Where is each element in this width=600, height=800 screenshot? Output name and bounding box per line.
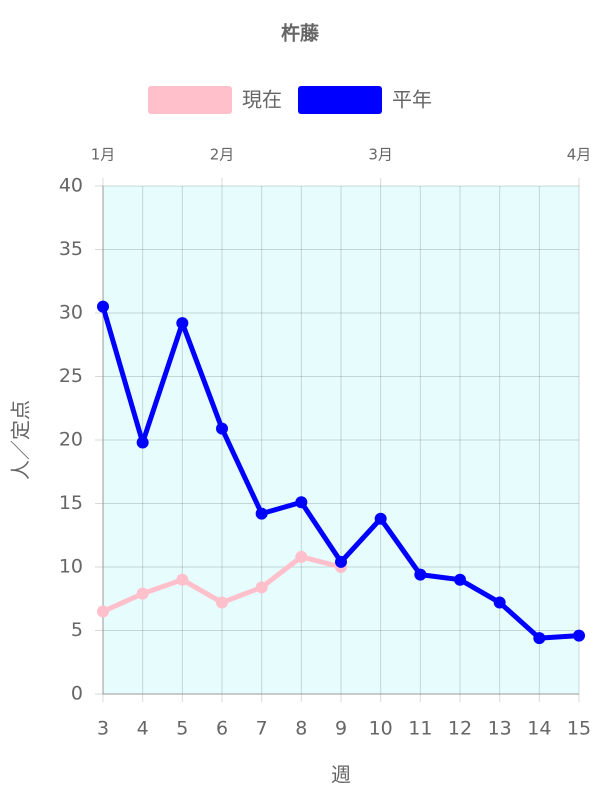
data-point [216,422,228,435]
x-tick-label: 6 [216,718,228,740]
x-tick-label: 9 [335,718,347,740]
x-tick-label: 3 [97,718,109,740]
data-point [97,605,109,618]
data-point [136,587,149,600]
data-point [295,496,308,509]
y-tick-label: 20 [59,429,83,451]
legend-swatch [298,86,382,114]
data-point [414,568,427,581]
x2-tick-label: 2月 [210,146,235,164]
x-tick-label: 5 [176,718,188,740]
x-tick-label: 11 [408,718,432,740]
y-axis-label: 人／定点 [9,400,33,480]
data-point [573,629,585,642]
data-point [255,581,268,594]
x-tick-label: 8 [295,718,307,740]
x-tick-label: 14 [527,718,551,740]
y-tick-label: 0 [71,683,83,705]
y-tick-label: 40 [59,175,83,197]
data-point [97,300,109,313]
chart-title: 杵藤 [281,22,320,45]
x2-tick-label: 3月 [368,146,393,164]
legend-label: 現在 [242,88,282,112]
legend-label: 平年 [392,88,432,112]
x-tick-label: 10 [369,718,393,740]
data-point [493,596,506,609]
data-point [176,317,189,330]
data-point [216,596,228,609]
plot-background [103,186,579,694]
data-point [454,573,466,586]
y-tick-label: 30 [59,302,83,324]
data-point [136,436,149,449]
data-point [255,507,268,520]
x-tick-label: 15 [567,718,591,740]
x2-tick-label: 1月 [91,146,116,164]
data-point [533,632,546,645]
y-tick-label: 5 [71,619,83,641]
x-axis-label: 週 [331,763,351,787]
data-point [295,550,308,563]
x-tick-label: 13 [488,718,512,740]
y-tick-label: 15 [59,492,83,514]
x-tick-label: 7 [256,718,268,740]
y-tick-label: 10 [59,556,83,578]
x-tick-label: 4 [137,718,149,740]
data-point [176,573,189,586]
x2-tick-label: 4月 [567,146,592,164]
y-tick-label: 25 [59,365,83,387]
x-tick-label: 12 [448,718,472,740]
y-tick-label: 35 [59,238,83,260]
data-point [335,555,347,568]
legend-swatch [148,86,232,114]
data-point [374,512,387,525]
